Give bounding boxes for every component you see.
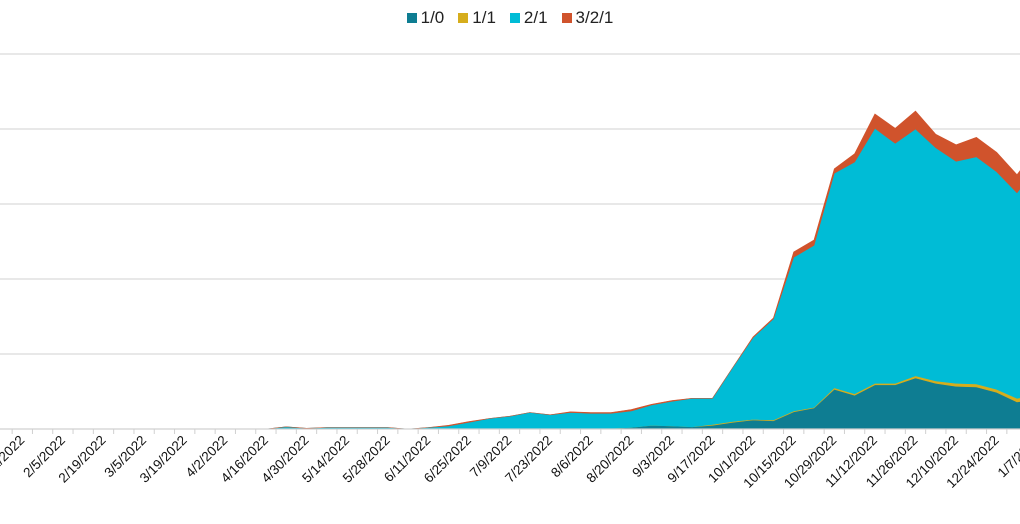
legend-item-2-1: 2/1 — [509, 8, 548, 28]
legend-swatch-2-1 — [509, 13, 520, 23]
legend-swatch-1-0 — [406, 13, 417, 23]
legend-item-1-0: 1/0 — [406, 8, 445, 28]
legend-label: 1/1 — [472, 8, 496, 27]
legend-label: 2/1 — [523, 8, 548, 27]
legend-item-3-2-1: 3/2/1 — [561, 8, 614, 28]
x-tick-label: 1/22/2022 — [0, 433, 27, 486]
legend-swatch-1-1 — [458, 13, 469, 23]
legend-label: 3/2/1 — [575, 8, 614, 27]
x-tick-label: 1/7/2023 — [995, 433, 1020, 481]
legend-swatch-3-2-1 — [561, 13, 572, 23]
legend-item-1-1: 1/1 — [458, 8, 496, 28]
area-series-3-2-1 — [2, 110, 1020, 430]
legend-label: 1/0 — [420, 8, 445, 27]
series-areas — [2, 110, 1020, 430]
x-axis: 1/22/20222/5/20222/19/20223/5/20223/19/2… — [0, 428, 1020, 491]
legend: 1/0 1/1 2/1 3/2/1 — [0, 8, 1020, 28]
